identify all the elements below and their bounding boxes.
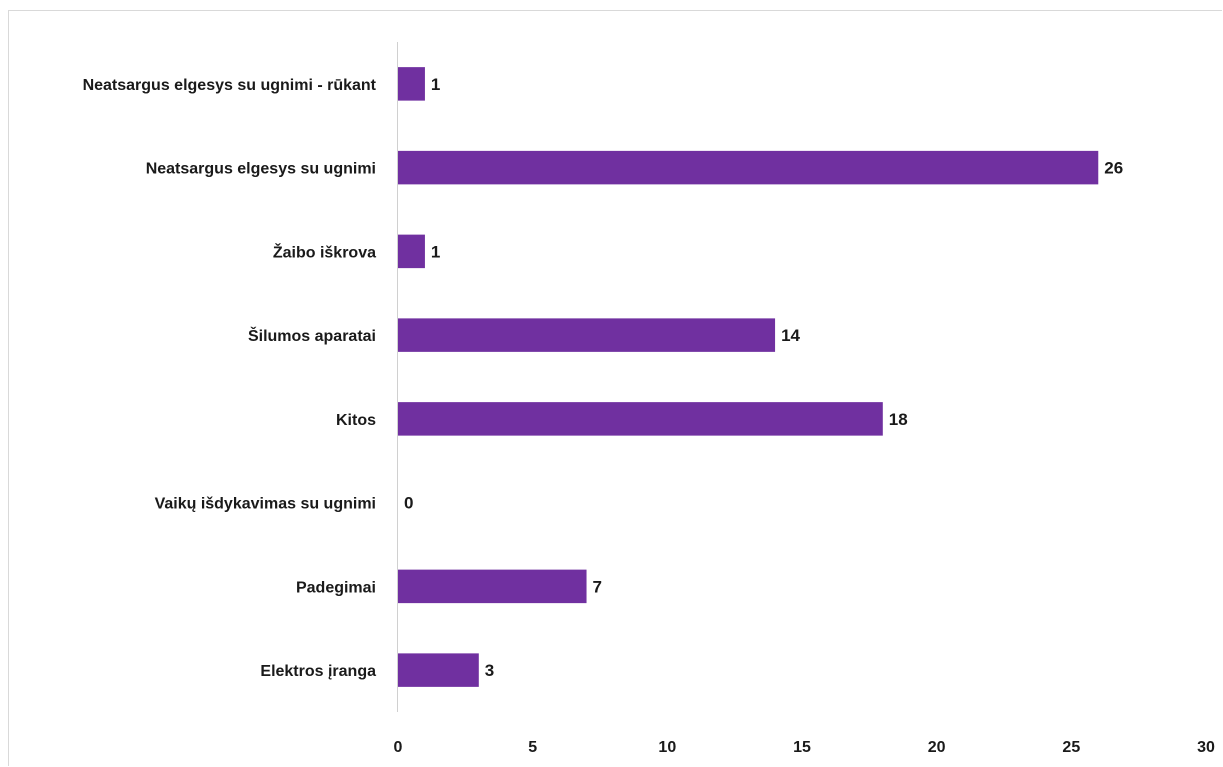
data-label: 1 <box>431 75 440 94</box>
bars-group <box>398 67 1099 687</box>
x-axis-ticks: 0 5 10 15 20 25 30 <box>394 739 1215 756</box>
data-label: 18 <box>889 410 908 429</box>
category-label: Šilumos aparatai <box>248 326 376 345</box>
data-label: 14 <box>781 326 800 345</box>
bar-7 <box>398 653 479 687</box>
x-tick-label: 10 <box>658 739 676 756</box>
bar-6 <box>398 569 587 604</box>
data-label: 0 <box>404 494 413 513</box>
x-tick-label: 20 <box>928 739 946 756</box>
category-label: Vaikų išdykavimas su ugnimi <box>155 496 376 513</box>
data-label: 3 <box>485 661 494 680</box>
x-tick-label: 15 <box>793 739 811 756</box>
x-tick-label: 30 <box>1197 739 1215 756</box>
category-label: Padegimai <box>296 579 376 596</box>
category-label: Neatsargus elgesys su ugnimi - rūkant <box>83 77 377 94</box>
x-tick-label: 5 <box>528 739 537 756</box>
category-label: Neatsargus elgesys su ugnimi <box>146 161 376 178</box>
bar-4 <box>398 402 883 436</box>
x-tick-label: 25 <box>1062 739 1080 756</box>
bar-0 <box>398 67 425 101</box>
data-label: 26 <box>1104 159 1123 178</box>
category-label: Kitos <box>336 412 376 429</box>
bar-3 <box>398 318 776 352</box>
data-label: 7 <box>593 577 602 596</box>
category-labels: Neatsargus elgesys su ugnimi - rūkant Nea… <box>83 77 377 680</box>
bar-1 <box>398 150 1099 185</box>
category-label: Elektros įranga <box>260 663 376 680</box>
x-tick-label: 0 <box>394 739 403 756</box>
data-labels: 1 26 1 14 18 0 7 3 <box>404 75 1123 680</box>
category-label: Žaibo iškrova <box>273 242 376 261</box>
data-label: 1 <box>431 242 440 261</box>
bar-2 <box>398 234 425 269</box>
chart-frame <box>8 10 1222 766</box>
